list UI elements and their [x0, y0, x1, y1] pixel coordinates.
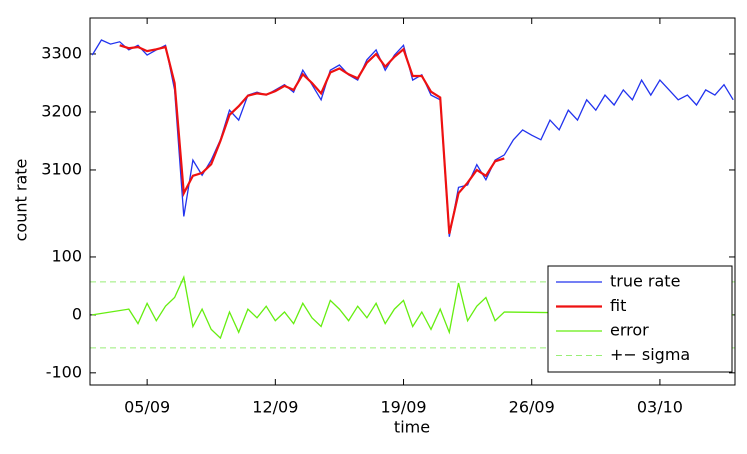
x-tick-label: 05/09: [124, 398, 170, 417]
axes-box: [89, 17, 736, 386]
legend-label: error: [610, 321, 649, 340]
y-axis-label: count rate: [12, 159, 31, 242]
y-tick-label: -100: [46, 362, 82, 381]
x-tick-label: 03/10: [637, 398, 683, 417]
legend-label: fit: [610, 296, 626, 315]
series-line: [119, 44, 505, 235]
series-line: [92, 275, 734, 340]
x-tick-label: 12/09: [252, 398, 298, 417]
y-tick-label: 3200: [41, 101, 82, 120]
y-tick-label: 3300: [41, 43, 82, 62]
y-tick-label: 100: [51, 246, 82, 265]
x-axis-label: time: [394, 418, 430, 437]
legend-box: [547, 265, 733, 373]
x-tick-label: 19/09: [380, 398, 426, 417]
legend-label: +− sigma: [610, 345, 690, 364]
legend-label: true rate: [610, 272, 680, 291]
y-tick-label: 0: [72, 304, 82, 323]
x-tick-label: 26/09: [509, 398, 555, 417]
series-line: [91, 39, 734, 237]
y-tick-label: 3100: [41, 159, 82, 178]
